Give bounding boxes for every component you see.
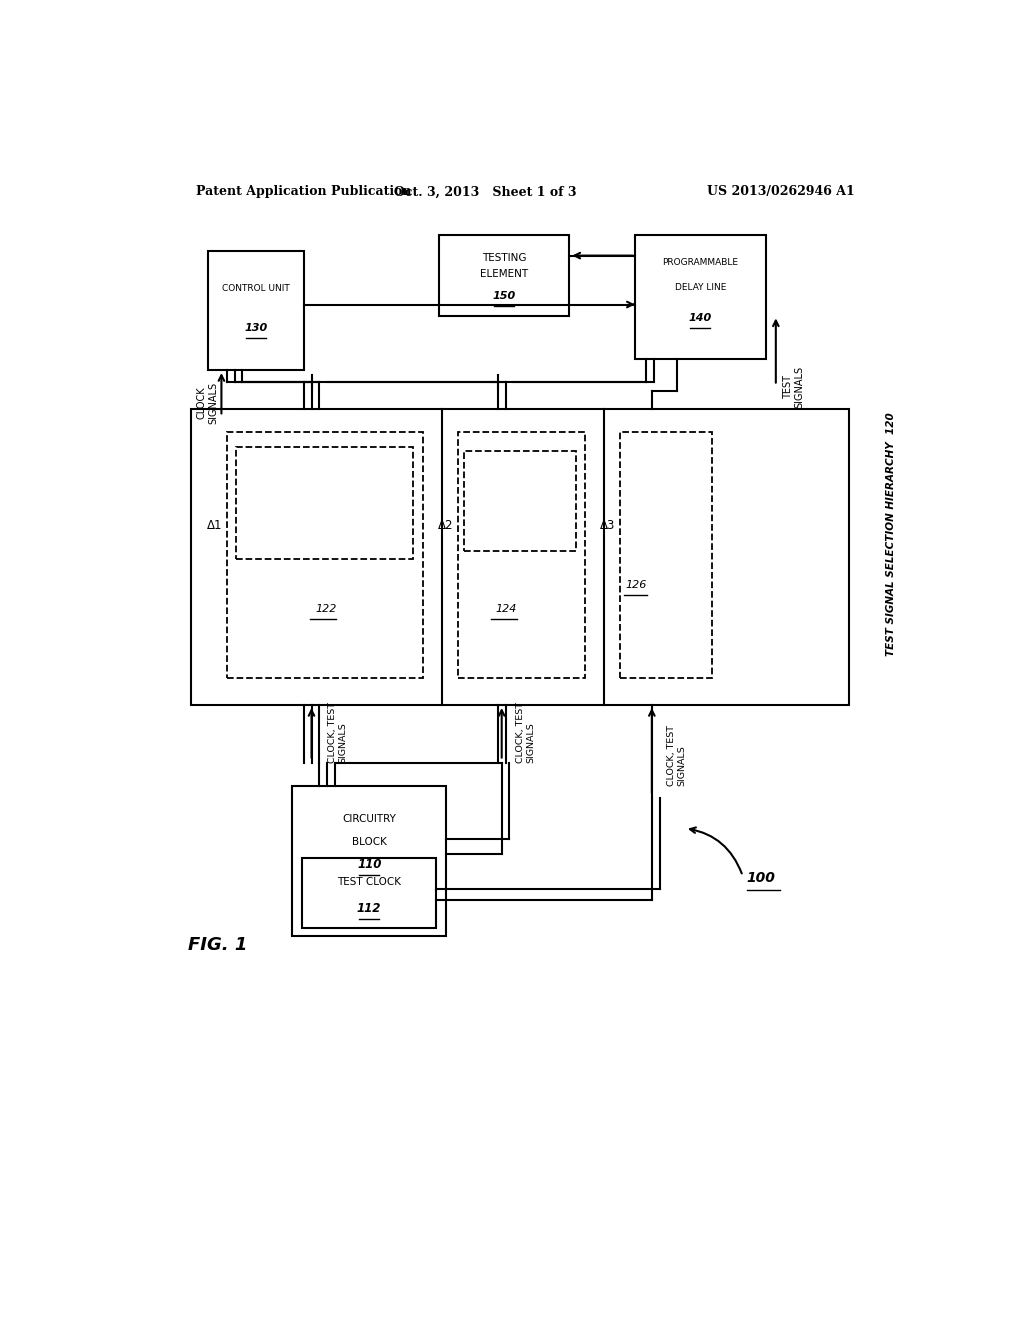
Bar <box>635 235 766 359</box>
Text: PROGRAMMABLE: PROGRAMMABLE <box>663 257 738 267</box>
Text: Patent Application Publication: Patent Application Publication <box>196 185 412 198</box>
Text: 140: 140 <box>689 313 712 323</box>
Bar <box>458 432 585 678</box>
Text: BLOCK: BLOCK <box>352 837 387 846</box>
Text: 130: 130 <box>244 323 267 334</box>
Bar <box>208 251 304 370</box>
Text: 124: 124 <box>496 605 517 614</box>
Text: TEST
SIGNALS: TEST SIGNALS <box>782 367 804 408</box>
Text: DELAY LINE: DELAY LINE <box>675 282 726 292</box>
Text: TEST SIGNAL SELECTION HIERARCHY  120: TEST SIGNAL SELECTION HIERARCHY 120 <box>887 412 896 656</box>
Bar <box>438 235 569 317</box>
Text: Δ1: Δ1 <box>207 519 222 532</box>
Text: Oct. 3, 2013   Sheet 1 of 3: Oct. 3, 2013 Sheet 1 of 3 <box>393 185 577 198</box>
Text: 112: 112 <box>356 902 381 915</box>
Bar <box>301 858 436 928</box>
Text: Δ3: Δ3 <box>599 519 614 532</box>
Bar <box>620 432 712 678</box>
Text: CLOCK, TEST
SIGNALS: CLOCK, TEST SIGNALS <box>515 701 535 763</box>
Text: CIRCUITRY: CIRCUITRY <box>342 814 396 824</box>
Text: 100: 100 <box>746 871 775 886</box>
Text: 150: 150 <box>493 290 516 301</box>
Bar <box>464 451 575 552</box>
Bar <box>226 432 423 678</box>
Text: TESTING: TESTING <box>481 253 526 263</box>
Text: 122: 122 <box>315 605 337 614</box>
Text: CLOCK, TEST
SIGNALS: CLOCK, TEST SIGNALS <box>329 701 348 763</box>
Text: CLOCK, TEST
SIGNALS: CLOCK, TEST SIGNALS <box>668 725 687 785</box>
Text: Δ2: Δ2 <box>437 519 454 532</box>
Text: 110: 110 <box>357 858 382 870</box>
Text: FIG. 1: FIG. 1 <box>188 936 248 954</box>
Text: CLOCK
SIGNALS: CLOCK SIGNALS <box>197 381 218 424</box>
Bar <box>292 785 446 936</box>
Text: CONTROL UNIT: CONTROL UNIT <box>222 285 290 293</box>
Text: US 2013/0262946 A1: US 2013/0262946 A1 <box>707 185 854 198</box>
Text: TEST CLOCK: TEST CLOCK <box>337 876 400 887</box>
Bar <box>237 447 413 558</box>
Text: 126: 126 <box>626 579 647 590</box>
Bar <box>190 409 849 705</box>
Text: ELEMENT: ELEMENT <box>480 269 528 280</box>
